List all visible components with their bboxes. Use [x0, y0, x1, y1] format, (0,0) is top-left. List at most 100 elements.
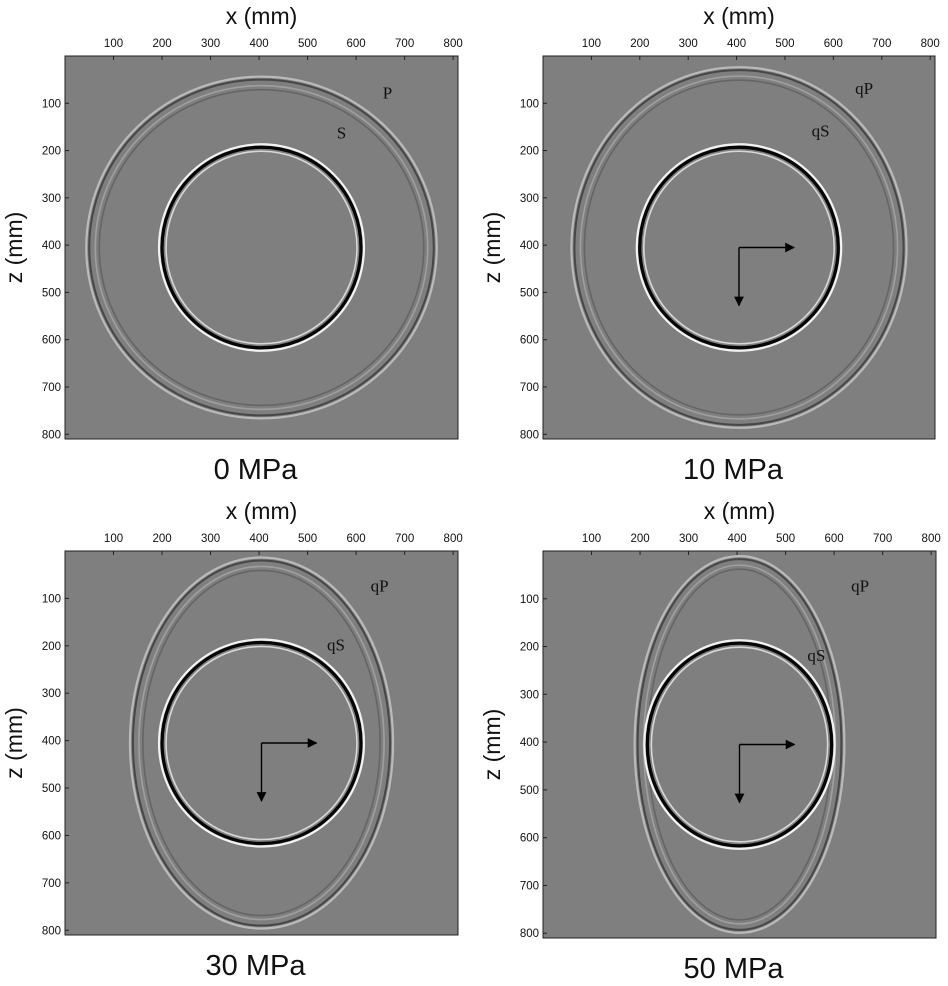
z-tick-label: 700 — [520, 382, 539, 394]
wavefield — [128, 556, 395, 930]
x-tick-label: 200 — [630, 533, 649, 545]
chart-10mpa: 100 200 300 400 500 600 700 800 100 200 300 400 500 6… — [479, 3, 940, 486]
plot-frame — [64, 55, 459, 440]
chart-50mpa: 100 200 300 400 500 600 700 800 100 200 300 400 500 6… — [479, 498, 941, 985]
x-tick-label: 800 — [444, 533, 463, 545]
z-tick-label: 200 — [42, 641, 61, 653]
z-tick-label: 500 — [520, 287, 539, 299]
x-tick-label: 200 — [630, 38, 649, 50]
x-tick-label: 800 — [921, 38, 940, 50]
z-tick-label: 400 — [520, 240, 539, 252]
x-tick-label: 700 — [395, 38, 414, 50]
z-tick-label: 800 — [42, 925, 61, 937]
panel-10mpa: 100 200 300 400 500 600 700 800 100 200 300 400 500 6… — [478, 0, 948, 493]
panel-title: 10 MPa — [683, 454, 784, 486]
panel-title: 30 MPa — [206, 950, 307, 982]
z-tick-label: 200 — [42, 146, 61, 158]
panel-0mpa: 100 200 300 400 500 600 700 800 100 200 300 400 500 6… — [0, 0, 470, 493]
x-tick-label: 300 — [201, 533, 220, 545]
x-tick-label: 400 — [249, 38, 268, 50]
z-tick-label: 600 — [520, 833, 539, 845]
x-axis-title: x (mm) — [226, 3, 298, 29]
wavefront-qP — [570, 66, 908, 429]
z-tick-label: 100 — [520, 594, 539, 606]
plot-frame — [542, 550, 937, 939]
z-tick-label: 200 — [520, 642, 539, 654]
wave-label-qP: qP — [855, 79, 873, 98]
z-tick-label: 400 — [520, 737, 539, 749]
x-tick-label: 500 — [298, 533, 317, 545]
panel-title: 0 MPa — [214, 454, 299, 486]
wave-label-qS: qS — [807, 646, 825, 665]
z-axis-title: z (mm) — [479, 709, 505, 781]
wave-label-qP: qP — [371, 576, 389, 595]
z-tick-label: 500 — [42, 783, 61, 795]
x-tick-label: 400 — [249, 533, 268, 545]
x-tick-label: 600 — [825, 533, 844, 545]
z-axis-title: z (mm) — [1, 707, 27, 779]
plot-background — [65, 56, 458, 439]
x-tick-label: 100 — [582, 533, 601, 545]
x-tick-label: 300 — [201, 38, 220, 50]
x-tick-label: 500 — [298, 38, 317, 50]
z-axis-title: z (mm) — [479, 212, 505, 284]
x-tick-label: 200 — [152, 38, 171, 50]
wavefront-qS — [157, 638, 366, 848]
panel-30mpa: 100 200 300 400 500 600 700 800 100 200 300 400 500 6… — [0, 493, 470, 986]
z-tick-label: 400 — [42, 240, 61, 252]
x-tick-label: 500 — [776, 533, 795, 545]
x-tick-label: 700 — [873, 533, 892, 545]
z-tick-label: 800 — [42, 429, 61, 441]
x-axis-title: x (mm) — [226, 498, 298, 524]
x-tick-label: 100 — [582, 38, 601, 50]
z-tick-label: 100 — [42, 98, 61, 110]
z-tick-label: 800 — [520, 429, 539, 441]
z-tick-label: 200 — [520, 146, 539, 158]
wave-label-qS: qS — [327, 636, 345, 655]
x-tick-label: 600 — [347, 533, 366, 545]
wave-label-qS: qS — [812, 121, 830, 140]
chart-30mpa: 100 200 300 400 500 600 700 800 100 200 300 400 500 6… — [1, 498, 463, 982]
x-tick-label: 500 — [775, 38, 794, 50]
x-tick-label: 100 — [104, 533, 123, 545]
x-tick-label: 800 — [922, 533, 941, 545]
z-tick-label: 600 — [42, 830, 61, 842]
z-tick-label: 300 — [520, 689, 539, 701]
panel-title: 50 MPa — [684, 953, 785, 985]
z-tick-label: 700 — [42, 878, 61, 890]
z-tick-label: 600 — [42, 335, 61, 347]
x-tick-label: 400 — [727, 38, 746, 50]
panel-50mpa: 100 200 300 400 500 600 700 800 100 200 300 400 500 6… — [478, 493, 948, 986]
x-axis-title: x (mm) — [703, 3, 775, 29]
wave-label-P: P — [383, 84, 392, 103]
wave-label-S: S — [337, 124, 346, 143]
z-tick-label: 700 — [42, 382, 61, 394]
x-tick-label: 200 — [152, 533, 171, 545]
z-tick-label: 400 — [42, 736, 61, 748]
z-tick-label: 500 — [520, 785, 539, 797]
z-tick-label: 100 — [42, 593, 61, 605]
z-tick-label: 300 — [42, 688, 61, 700]
chart-0mpa: 100 200 300 400 500 600 700 800 100 200 300 400 500 6… — [1, 3, 463, 486]
x-tick-label: 300 — [679, 38, 698, 50]
x-tick-label: 100 — [104, 38, 123, 50]
wavefront-qS — [643, 639, 836, 850]
x-tick-label: 400 — [727, 533, 746, 545]
wavefield — [85, 75, 438, 420]
wavefield — [633, 555, 846, 934]
plot-frame — [64, 550, 459, 936]
plot-frame — [542, 55, 936, 440]
z-tick-label: 300 — [520, 193, 539, 205]
x-axis-title: x (mm) — [704, 498, 776, 524]
x-tick-label: 700 — [395, 533, 414, 545]
x-tick-label: 600 — [824, 38, 843, 50]
x-tick-label: 700 — [872, 38, 891, 50]
x-tick-label: 800 — [444, 38, 463, 50]
z-tick-label: 700 — [520, 880, 539, 892]
z-tick-label: 500 — [42, 287, 61, 299]
z-tick-label: 100 — [520, 98, 539, 110]
z-axis-title: z (mm) — [1, 212, 27, 284]
x-tick-label: 300 — [679, 533, 698, 545]
wavefield — [570, 66, 908, 429]
wave-label-qP: qP — [851, 577, 869, 596]
